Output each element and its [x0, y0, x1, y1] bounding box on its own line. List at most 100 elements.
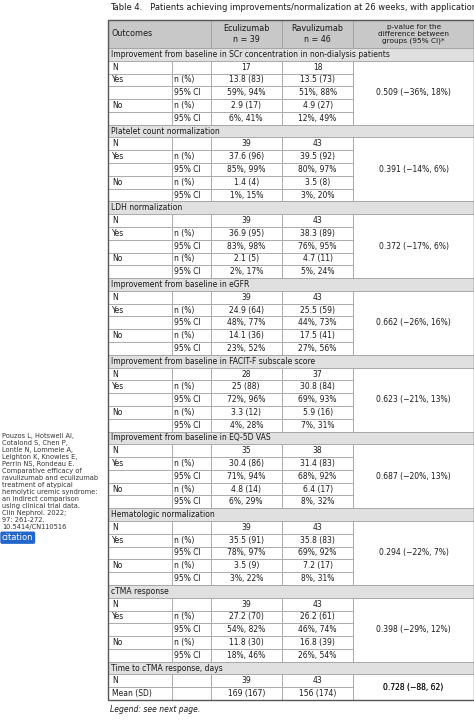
Bar	[210, 99, 282, 112]
Bar	[210, 367, 282, 380]
Bar	[108, 48, 474, 61]
Text: No: No	[112, 408, 122, 417]
Text: 95% CI: 95% CI	[174, 421, 201, 430]
Text: 38.3 (89): 38.3 (89)	[300, 229, 335, 238]
Bar	[108, 547, 172, 560]
Bar	[172, 534, 210, 547]
Bar	[210, 444, 282, 457]
Text: n (%): n (%)	[174, 331, 194, 340]
Text: Comparative efficacy of: Comparative efficacy of	[2, 468, 82, 474]
Bar	[210, 674, 282, 687]
Text: 35: 35	[241, 446, 251, 455]
Bar	[172, 393, 210, 406]
Text: 26%, 54%: 26%, 54%	[298, 651, 337, 660]
Bar	[108, 572, 172, 585]
Bar	[172, 419, 210, 432]
Bar	[108, 150, 172, 163]
Bar	[172, 61, 210, 74]
Bar	[108, 674, 172, 687]
Text: No: No	[112, 101, 122, 110]
Bar	[108, 611, 172, 623]
Text: 43: 43	[313, 523, 322, 532]
Text: N: N	[112, 523, 118, 532]
Text: 48%, 77%: 48%, 77%	[227, 318, 265, 327]
Bar	[210, 419, 282, 432]
Bar	[172, 253, 210, 265]
Text: 1%, 15%: 1%, 15%	[229, 191, 263, 199]
Bar	[172, 406, 210, 419]
Text: 10.5414/CN110516: 10.5414/CN110516	[2, 524, 66, 530]
Bar	[353, 304, 474, 316]
Bar	[172, 495, 210, 508]
Bar	[108, 483, 172, 495]
Text: 7%, 31%: 7%, 31%	[301, 421, 334, 430]
Bar	[172, 687, 210, 700]
Bar	[108, 432, 474, 444]
Bar	[353, 99, 474, 112]
Bar	[282, 316, 353, 329]
Bar	[210, 470, 282, 483]
Text: 0.509 (−36%, 18%): 0.509 (−36%, 18%)	[376, 88, 451, 97]
Text: 14.1 (36): 14.1 (36)	[229, 331, 264, 340]
Bar	[210, 227, 282, 240]
Bar	[282, 687, 353, 700]
Bar	[282, 636, 353, 649]
Bar	[172, 329, 210, 342]
Text: 27.2 (70): 27.2 (70)	[229, 612, 264, 622]
Bar	[353, 444, 474, 457]
Bar	[353, 572, 474, 585]
Text: Improvement from baseline in eGFR: Improvement from baseline in eGFR	[111, 280, 249, 289]
Bar	[282, 457, 353, 470]
Text: 95% CI: 95% CI	[174, 344, 201, 353]
Bar	[282, 329, 353, 342]
Text: 43: 43	[313, 139, 322, 149]
Text: 28: 28	[241, 370, 251, 378]
Bar	[210, 649, 282, 661]
Bar	[108, 623, 172, 636]
Text: 39: 39	[241, 216, 251, 225]
Bar	[353, 623, 474, 636]
Bar	[210, 534, 282, 547]
Text: Outcomes: Outcomes	[111, 30, 152, 38]
Text: treatment of atypical: treatment of atypical	[2, 482, 73, 488]
Text: No: No	[112, 484, 122, 494]
Text: Hematologic normalization: Hematologic normalization	[111, 510, 215, 519]
Text: 24.9 (64): 24.9 (64)	[229, 305, 264, 315]
Bar	[172, 227, 210, 240]
Text: 25 (88): 25 (88)	[232, 382, 260, 391]
Bar	[172, 99, 210, 112]
Bar	[108, 329, 172, 342]
Bar	[353, 611, 474, 623]
Text: N: N	[112, 293, 118, 302]
Text: Yes: Yes	[112, 382, 124, 391]
Bar	[282, 253, 353, 265]
Text: citation: citation	[2, 534, 34, 542]
Text: Perrin NS, Rondeau E.: Perrin NS, Rondeau E.	[2, 461, 74, 467]
Text: 4%, 28%: 4%, 28%	[229, 421, 263, 430]
Bar	[108, 316, 172, 329]
Bar	[210, 61, 282, 74]
Text: No: No	[112, 254, 122, 264]
Text: Ravulizumab
n = 46: Ravulizumab n = 46	[292, 25, 344, 44]
Bar	[172, 87, 210, 99]
Text: 0.391 (−14%, 6%): 0.391 (−14%, 6%)	[379, 165, 448, 174]
Text: 39: 39	[241, 677, 251, 685]
Bar	[108, 444, 172, 457]
Bar	[108, 253, 172, 265]
Bar	[353, 674, 474, 687]
Text: 25.5 (59): 25.5 (59)	[300, 305, 335, 315]
Bar	[210, 457, 282, 470]
Text: 2%, 17%: 2%, 17%	[229, 267, 263, 277]
Bar	[353, 316, 474, 329]
Bar	[108, 227, 172, 240]
Bar	[108, 457, 172, 470]
Bar	[210, 495, 282, 508]
Bar	[282, 265, 353, 278]
Bar	[210, 687, 282, 700]
Bar	[282, 649, 353, 661]
Bar	[210, 137, 282, 150]
Text: 8%, 31%: 8%, 31%	[301, 574, 334, 583]
Text: No: No	[112, 561, 122, 570]
Bar	[108, 61, 172, 74]
Text: n (%): n (%)	[174, 76, 194, 84]
